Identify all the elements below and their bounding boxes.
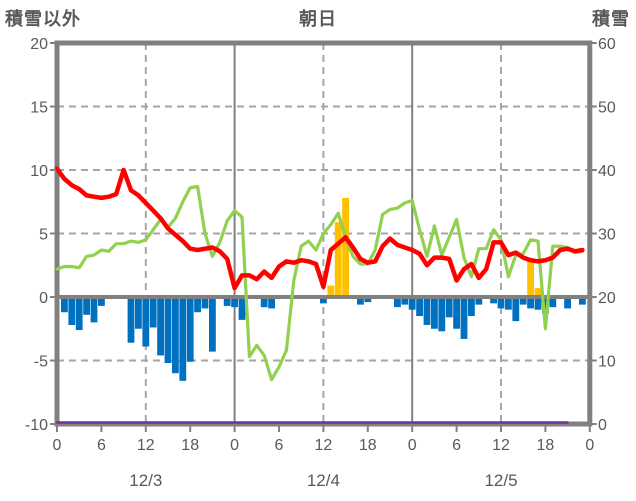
- axis-ticks: [50, 42, 597, 432]
- bar: [460, 297, 468, 339]
- bar: [475, 297, 483, 305]
- bar: [534, 297, 542, 310]
- bar: [209, 297, 216, 352]
- bar: [231, 297, 238, 308]
- bar: [357, 297, 364, 305]
- bar: [549, 297, 557, 308]
- right-axis-tick-label: 10: [598, 354, 616, 371]
- bar: [342, 197, 349, 297]
- bar: [564, 297, 571, 309]
- bar: [334, 222, 342, 297]
- bar: [179, 297, 187, 381]
- left-axis-tick-label: 5: [39, 227, 48, 244]
- bar: [423, 297, 431, 325]
- right-axis-tick-label: 50: [598, 100, 616, 117]
- bar: [201, 297, 209, 309]
- right-axis-tick-label: 20: [598, 290, 616, 307]
- bar: [438, 297, 446, 332]
- bar: [268, 297, 275, 309]
- bar: [223, 297, 231, 306]
- bar: [83, 297, 90, 315]
- bar: [542, 297, 549, 314]
- bar: [238, 297, 246, 320]
- chart-header: 積雪以外 朝日 積雪: [0, 6, 636, 30]
- bar: [90, 297, 98, 323]
- gridlines: [57, 43, 590, 424]
- bar: [75, 297, 83, 331]
- x-axis-tick-label: 0: [230, 437, 239, 454]
- x-axis-day-label: 12/3: [129, 471, 162, 490]
- x-axis-tick-label: 0: [53, 437, 62, 454]
- x-axis-day-label: 12/4: [307, 471, 340, 490]
- right-axis-tick-label: 40: [598, 163, 616, 180]
- x-axis-tick-label: 0: [585, 437, 594, 454]
- bar: [98, 297, 105, 306]
- x-axis-tick-label: 12: [315, 437, 333, 454]
- x-axis-tick-label: 6: [275, 437, 284, 454]
- x-axis-tick-label: 18: [181, 437, 199, 454]
- bar: [527, 297, 534, 309]
- bar: [172, 297, 179, 374]
- bar: [186, 297, 194, 362]
- bar: [327, 285, 335, 297]
- right-axis-title: 積雪: [592, 9, 630, 29]
- chart-title: 朝日: [299, 9, 337, 29]
- x-axis-day-label: 12/5: [484, 471, 517, 490]
- bar: [497, 297, 505, 309]
- bar: [149, 297, 157, 328]
- bar: [142, 297, 150, 347]
- x-axis-tick-label: 18: [359, 437, 377, 454]
- bar: [534, 288, 542, 297]
- left-axis-title: 積雪以外: [5, 9, 81, 29]
- left-axis-tick-label: 10: [30, 163, 48, 180]
- bar: [453, 297, 460, 329]
- right-axis-tick-label: 30: [598, 227, 616, 244]
- x-axis-tick-label: 18: [537, 437, 555, 454]
- bar: [164, 297, 172, 364]
- right-axis-tick-label: 0: [598, 417, 607, 434]
- x-axis-tick-label: 6: [452, 437, 461, 454]
- x-axis-tick-label: 6: [97, 437, 106, 454]
- bar: [260, 297, 268, 308]
- left-axis-tick-label: 0: [39, 290, 48, 307]
- bars-orange: [327, 197, 542, 297]
- bar: [505, 297, 512, 310]
- line-red: [54, 166, 585, 291]
- line-green: [55, 184, 585, 382]
- x-axis-tick-label: 0: [408, 437, 417, 454]
- bar: [394, 297, 401, 308]
- x-axis-tick-label: 12: [492, 437, 510, 454]
- bar: [527, 261, 534, 297]
- plot-border: [54, 40, 593, 427]
- bar: [512, 297, 520, 322]
- bar: [431, 297, 438, 329]
- bar: [408, 297, 416, 310]
- bar: [61, 297, 68, 313]
- bar: [519, 297, 527, 305]
- bar: [490, 297, 497, 304]
- bar: [320, 297, 327, 304]
- left-axis-tick-label: -10: [25, 417, 48, 434]
- bar: [68, 297, 76, 325]
- right-axis-tick-label: 60: [598, 36, 616, 53]
- left-axis-tick-label: 20: [30, 36, 48, 53]
- bar: [468, 297, 475, 317]
- bar: [364, 297, 372, 303]
- bar: [157, 297, 164, 356]
- left-axis-tick-label: 15: [30, 100, 48, 117]
- bar: [401, 297, 409, 305]
- bar: [127, 297, 135, 343]
- bar: [445, 297, 453, 318]
- x-axis-tick-label: 12: [137, 437, 155, 454]
- bar: [135, 297, 142, 329]
- bar: [416, 297, 423, 317]
- bar: [579, 297, 586, 305]
- bar: [194, 297, 201, 313]
- bars-blue: [61, 297, 586, 381]
- left-axis-tick-label: -5: [34, 354, 48, 371]
